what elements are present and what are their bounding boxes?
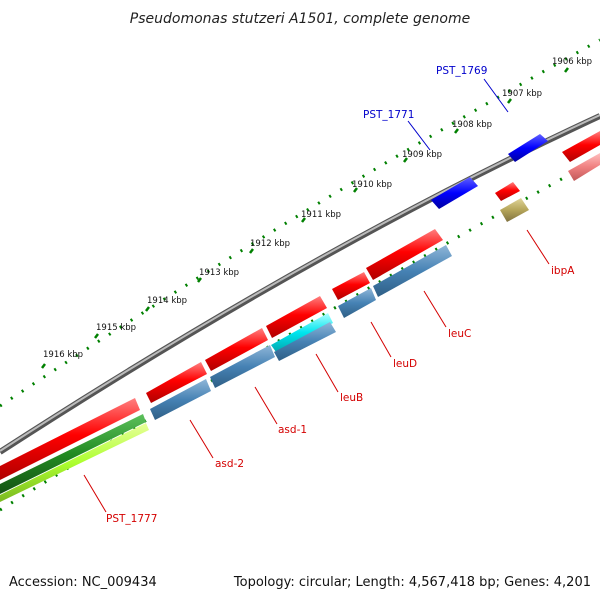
gene-label-leuC[interactable]: leuC [448, 328, 471, 340]
leader-pst1769 [483, 78, 509, 113]
tick-label: 1915 kbp [96, 323, 136, 333]
outer-tick-ring [0, 38, 600, 408]
gene-pst1777-arrow [0, 398, 140, 480]
outer-major-ticks [41, 67, 569, 369]
gene-label-asd1[interactable]: asd-1 [278, 424, 307, 436]
gene-label-pst1769[interactable]: PST_1769 [436, 65, 487, 77]
leader-pst1777 [83, 474, 107, 513]
genome-summary-text: Topology: circular; Length: 4,567,418 bp… [233, 575, 591, 590]
gene-asd2-arrow [146, 362, 207, 403]
leader-leuC [423, 290, 447, 328]
gene-pst1769-arrow [508, 134, 548, 162]
gene-pst1777-lime-band [0, 423, 149, 502]
gene-leuB-arrow [266, 296, 327, 338]
accession-text: Accession: NC_009434 [9, 575, 157, 590]
tick-label: 1908 kbp [452, 120, 492, 130]
forward-strand-features [0, 131, 600, 480]
gene-asd1-arrow [205, 328, 268, 371]
gene-label-asd2[interactable]: asd-2 [215, 458, 244, 470]
tick-labels: 1906 kbp 1907 kbp 1908 kbp 1909 kbp 1910… [43, 57, 592, 360]
gene-label-ibpA[interactable]: ibpA [551, 265, 575, 277]
gene-label-leuB[interactable]: leuB [340, 392, 363, 404]
gene-leuB-highlight-box [271, 313, 333, 352]
gene-label-pst1777[interactable]: PST_1777 [106, 513, 157, 525]
leader-asd1 [254, 386, 278, 425]
gene-pst1771-arrow [431, 177, 478, 209]
gene-asd2-reverse-box [150, 379, 211, 420]
gene-tan-box [500, 198, 529, 222]
leader-pst1771 [407, 120, 431, 151]
label-leader-lines [83, 78, 550, 513]
map-title: Pseudomonas stutzeri A1501, complete gen… [130, 11, 470, 27]
leader-leuD [370, 321, 392, 358]
tick-label: 1910 kbp [352, 180, 392, 190]
gene-leuB-reverse-box [274, 322, 336, 361]
gene-label-pst1771[interactable]: PST_1771 [363, 109, 414, 121]
gene-asd1-reverse-box [210, 345, 275, 388]
leader-leuB [315, 353, 339, 393]
genome-backbone-highlight [0, 114, 600, 452]
tick-label: 1909 kbp [402, 150, 442, 160]
gene-leuC-arrow [366, 229, 443, 280]
gene-leuD-reverse-box [338, 288, 376, 318]
gene-leuC-reverse-box [373, 245, 452, 297]
tick-label: 1913 kbp [199, 268, 239, 278]
tick-label: 1911 kbp [301, 210, 341, 220]
tick-label: 1907 kbp [502, 89, 542, 99]
tick-label: 1916 kbp [43, 350, 83, 360]
gene-label-leuD[interactable]: leuD [393, 358, 417, 370]
gene-labels: PST_1769 PST_1771 ibpA leuC leuD leuB as… [106, 65, 575, 525]
gene-leuD-arrow [332, 272, 370, 300]
gene-pst1777-green-band [0, 414, 146, 494]
tick-label: 1912 kbp [250, 239, 290, 249]
reverse-strand-features [0, 153, 600, 502]
genome-backbone [0, 113, 600, 455]
tick-label: 1914 kbp [147, 296, 187, 306]
leader-asd2 [189, 419, 214, 459]
gene-pink-box [568, 153, 600, 181]
gene-upstream-arrow [562, 131, 600, 162]
leader-ibpA [526, 229, 550, 265]
gene-ibpA-arrow [495, 182, 520, 201]
tick-label: 1906 kbp [552, 57, 592, 67]
